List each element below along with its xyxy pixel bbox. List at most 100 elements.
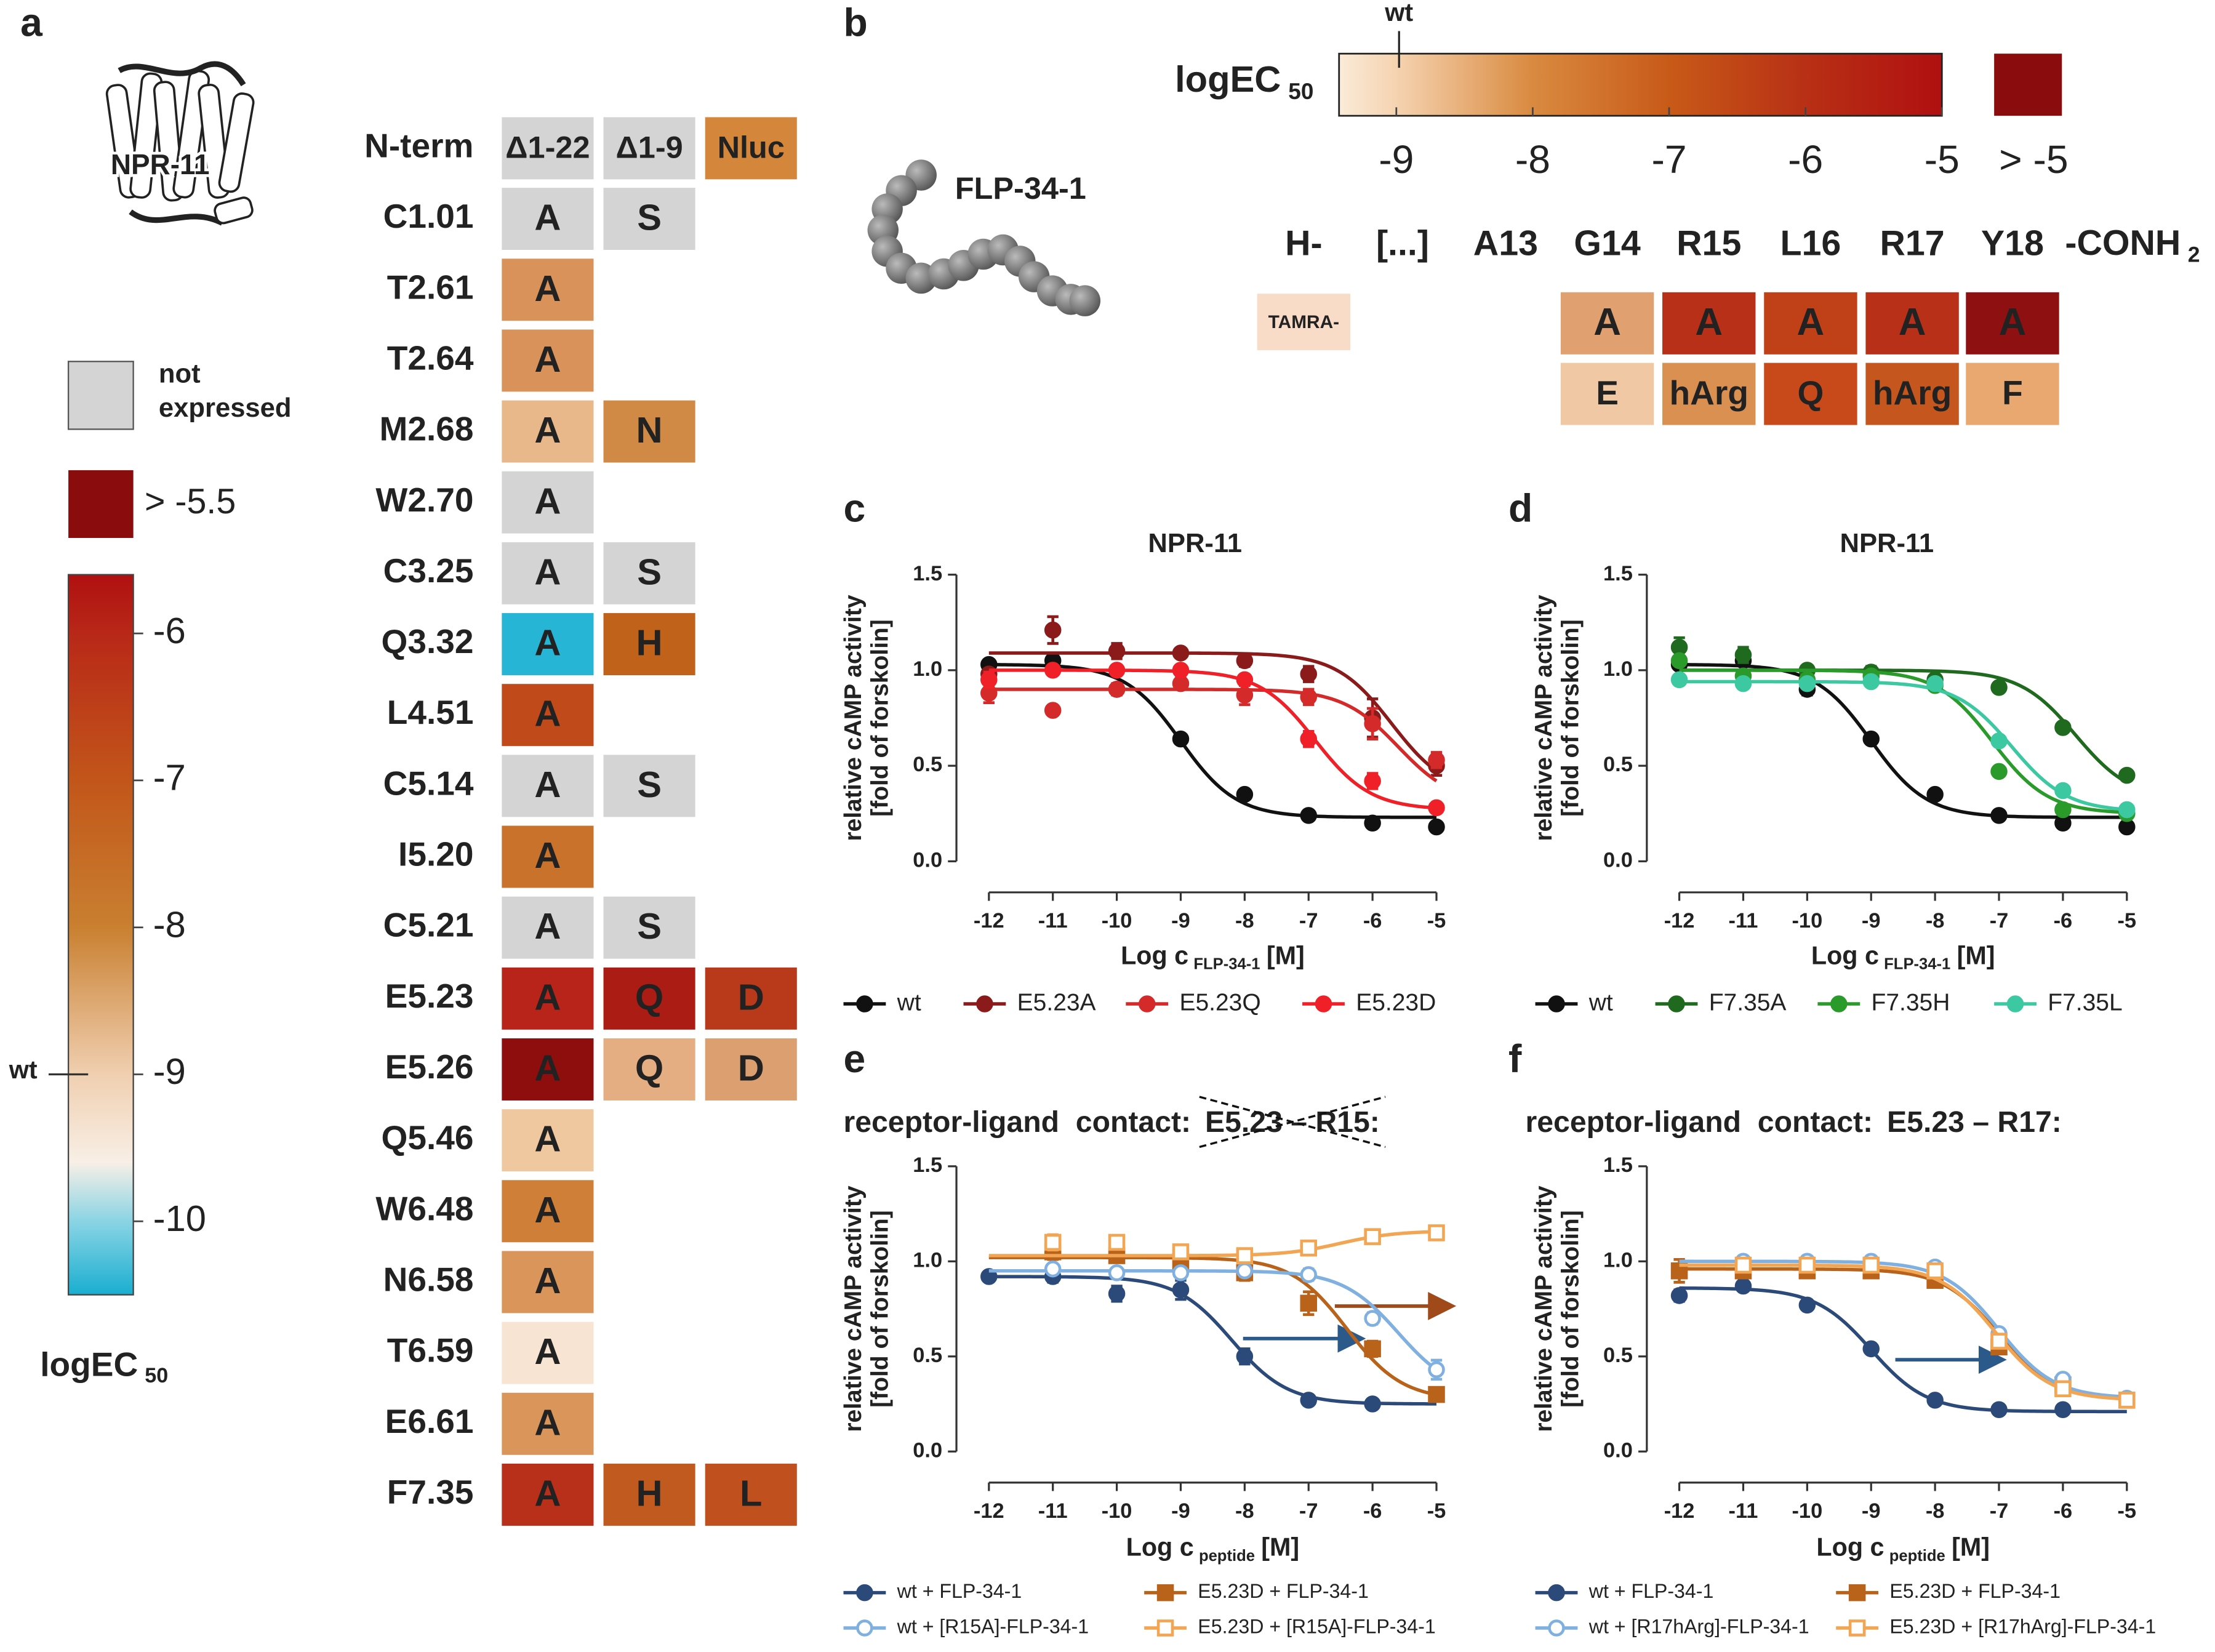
heatmap-cell — [603, 400, 695, 463]
marker — [1044, 621, 1062, 639]
row-label: T2.61 — [387, 268, 474, 306]
marker — [1548, 995, 1565, 1012]
x-tick-label: -12 — [974, 909, 1004, 932]
y-tick-label: 1.0 — [913, 657, 942, 681]
row-label: W2.70 — [375, 481, 473, 519]
heatmap-cell-label: A — [534, 1260, 561, 1301]
c-terminus-sub: 2 — [2188, 243, 2200, 267]
marker — [1862, 1256, 1880, 1274]
marker — [1990, 732, 2008, 750]
marker — [1862, 730, 1880, 748]
above-swatch — [1994, 54, 2062, 116]
marker — [1428, 818, 1445, 836]
marker — [1364, 715, 1381, 732]
x-axis-label-main: Log c — [1126, 1533, 1194, 1561]
colorbar-label: logEC 50 — [1175, 58, 1313, 104]
chart-title: receptor-ligand contact: — [1526, 1105, 1873, 1139]
marker — [1108, 643, 1126, 660]
heatmap-cell — [502, 967, 594, 1030]
panel-label: c — [844, 486, 866, 530]
x-axis-label: Log c FLP-34-1 [M] — [1121, 941, 1305, 972]
marker — [1172, 1264, 1190, 1281]
header-cell-label: Nluc — [718, 129, 785, 164]
row-label: F7.35 — [387, 1473, 474, 1511]
row-label: I5.20 — [398, 835, 473, 873]
fit-curve — [1679, 680, 2127, 812]
heatmap-cell-label: H — [636, 622, 663, 664]
mutation-cell — [1560, 292, 1654, 355]
heatmap-cell — [502, 542, 594, 604]
y-tick-label: 1.0 — [913, 1248, 942, 1272]
x-tick-label: -7 — [1299, 1499, 1318, 1523]
marker — [1926, 1392, 1944, 1409]
row-label: E6.61 — [385, 1402, 474, 1440]
legend-label: E5.23D + FLP-34-1 — [1889, 1580, 2061, 1602]
colorbar-label: logEC 50 — [40, 1345, 168, 1387]
heatmap-cell-label: H — [636, 1472, 663, 1514]
marker — [1798, 1256, 1816, 1274]
marker — [1172, 1281, 1190, 1299]
residue: L16 — [1780, 223, 1841, 263]
marker — [1670, 671, 1688, 689]
colorbar-tick-label: -9 — [1379, 137, 1414, 182]
y-axis-label: [fold of forskolin] — [1558, 619, 1584, 816]
row-label: Q5.46 — [382, 1118, 474, 1157]
heatmap-cell-label: A — [534, 551, 561, 592]
mutation-cell — [1865, 363, 1959, 425]
heatmap-cell — [502, 1109, 594, 1172]
c-terminus: -CONH 2 — [2065, 223, 2200, 267]
row-label: C5.21 — [383, 906, 474, 944]
heatmap-cell — [502, 684, 594, 747]
x-tick-label: -12 — [1664, 1499, 1695, 1523]
residue: [...] — [1376, 223, 1429, 263]
y-axis-label: relative cAMP activity — [1531, 1185, 1557, 1432]
marker — [1364, 772, 1381, 790]
fit-curve — [1679, 1259, 2127, 1399]
x-tick-label: -6 — [2054, 1499, 2073, 1523]
legend-label: E5.23D + FLP-34-1 — [1198, 1580, 1369, 1602]
row-label: N-term — [364, 126, 473, 164]
fit-curve — [988, 688, 1438, 783]
heatmap-cell — [502, 896, 594, 959]
residue: Y18 — [1981, 223, 2044, 263]
x-axis-label-sub: FLP-34-1 — [1884, 955, 1950, 972]
colorbar-label-main: logEC — [40, 1345, 138, 1383]
heatmap-cell — [603, 1038, 695, 1101]
colorbar-tick-label: -9 — [153, 1051, 186, 1092]
chart-title: NPR-11 — [1840, 529, 1934, 558]
marker — [1926, 1262, 1944, 1280]
mutation-cell — [1662, 292, 1756, 355]
fit-curve — [988, 663, 1437, 819]
x-tick-label: -10 — [1792, 1499, 1822, 1523]
x-tick-label: -5 — [2117, 1499, 2136, 1523]
x-tick-label: -8 — [1926, 909, 1945, 932]
heatmap-cell — [502, 1251, 594, 1313]
legend-label: E5.23A — [1017, 989, 1096, 1016]
marker — [1848, 1619, 1866, 1637]
heatmap-cell — [603, 755, 695, 817]
marker — [1862, 1340, 1880, 1358]
x-tick-label: -12 — [1664, 909, 1695, 932]
marker — [1990, 679, 2008, 696]
row-label: Q3.32 — [382, 622, 474, 660]
y-axis-label: [fold of forskolin] — [1558, 1210, 1584, 1407]
legend-label: wt + FLP-34-1 — [1588, 1580, 1714, 1602]
panel-label: e — [844, 1037, 866, 1081]
heatmap-cell-label: Q — [635, 976, 663, 1017]
legend-label: wt — [897, 989, 921, 1016]
x-axis-label-unit: [M] — [1952, 1533, 1990, 1561]
x-tick-label: -9 — [1171, 1499, 1190, 1523]
y-tick-label: 0.5 — [913, 1344, 942, 1367]
legend-label: > -5.5 — [145, 482, 236, 521]
colorbar-label-sub: 50 — [1288, 79, 1313, 104]
tamra-box — [1257, 294, 1351, 350]
marker — [1428, 799, 1445, 817]
y-tick-label: 0.5 — [1603, 1344, 1633, 1367]
chart-annotation: E5.23 – R17: — [1887, 1105, 2062, 1139]
y-axis-label: [fold of forskolin] — [867, 619, 894, 816]
marker — [2118, 801, 2136, 819]
heatmap-cell — [603, 542, 695, 604]
heatmap-cell-label: S — [637, 905, 662, 947]
marker — [1734, 1277, 1752, 1295]
marker — [1156, 1619, 1174, 1637]
